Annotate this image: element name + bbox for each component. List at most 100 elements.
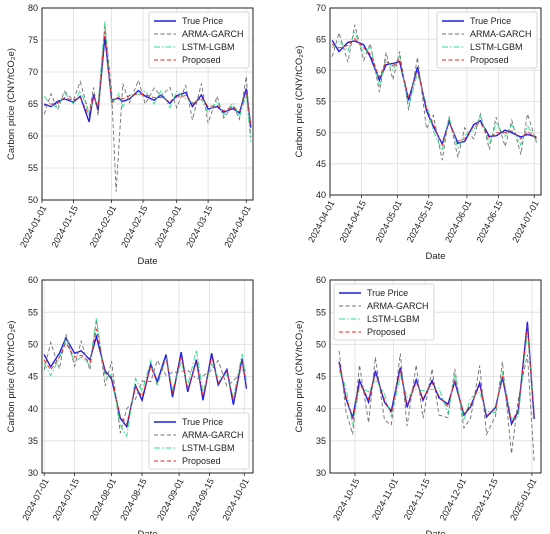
y-tick-label: 40 (28, 404, 38, 414)
legend-label: LSTM-LGBM (367, 314, 420, 324)
series-line-arma-garch (331, 24, 537, 161)
y-tick-label: 60 (28, 275, 38, 285)
series-line-proposed (331, 37, 537, 147)
x-tick-label: 2024-08-15 (118, 477, 148, 522)
x-axis-label: Date (137, 529, 157, 534)
legend-label: True Price (367, 288, 408, 298)
legend-label: Proposed (470, 55, 509, 65)
x-tick-label: 2025-01-01 (508, 477, 538, 522)
legend-box (148, 412, 250, 470)
x-tick-label: 2024-08-01 (88, 477, 118, 522)
y-tick-label: 65 (28, 99, 38, 109)
y-tick-label: 40 (316, 190, 326, 200)
series-line-proposed (338, 326, 535, 424)
x-tick-label: 2024-04-01 (222, 204, 252, 249)
y-tick-label: 30 (316, 468, 326, 478)
series-line-proposed (44, 31, 252, 124)
x-tick-label: 2024-09-15 (186, 477, 216, 522)
y-axis-label: Carbon price (CNY/tCO₂e) (6, 321, 17, 433)
legend: True Price ARMA-GARCH LSTM-LGBM Proposed (148, 11, 250, 69)
x-tick-label: 2024-07-15 (51, 477, 81, 522)
legend-label: True Price (470, 16, 511, 26)
y-tick-label: 55 (28, 163, 38, 173)
legend: True Price ARMA-GARCH LSTM-LGBM Proposed (333, 283, 435, 341)
series-line-lstm-lgbm (43, 21, 252, 142)
y-tick-label: 30 (28, 468, 38, 478)
x-tick-label: 2024-09-01 (155, 477, 185, 522)
legend-label: Proposed (182, 456, 221, 466)
x-tick-label: 2024-03-01 (153, 204, 183, 249)
x-tick-label: 2024-05-15 (405, 199, 435, 244)
x-tick-label: 2024-01-15 (50, 204, 80, 249)
series-line-arma-garch (338, 350, 535, 462)
x-axis-label: Date (137, 256, 157, 267)
y-tick-label: 70 (28, 67, 38, 77)
x-tick-label: 2024-04-15 (338, 199, 368, 244)
x-tick-label: 2024-12-15 (469, 477, 499, 522)
legend-label: Proposed (182, 55, 221, 65)
y-axis-label: Carbon price (CNY/tCO₂e) (294, 46, 305, 158)
y-tick-label: 65 (316, 34, 326, 44)
y-tick-label: 50 (316, 128, 326, 138)
x-tick-label: 2024-11-15 (402, 477, 432, 522)
legend-label: ARMA-GARCH (182, 29, 244, 39)
series-line-arma-garch (43, 24, 252, 192)
legend-label: True Price (182, 16, 223, 26)
y-tick-label: 60 (28, 131, 38, 141)
series-line-proposed (43, 328, 247, 426)
y-tick-label: 55 (28, 307, 38, 317)
legend: True Price ARMA-GARCH LSTM-LGBM Proposed (436, 11, 538, 69)
x-tick-label: 2024-07-01 (510, 199, 540, 244)
plot-frame (329, 7, 542, 196)
x-tick-label: 2024-10-01 (220, 477, 250, 522)
x-tick-label: 2024-06-15 (474, 199, 504, 244)
x-tick-label: 2024-03-15 (184, 204, 214, 249)
y-tick-label: 45 (28, 372, 38, 382)
y-tick-label: 60 (316, 66, 326, 76)
legend-label: LSTM-LGBM (182, 42, 235, 52)
plot-frame (41, 7, 254, 201)
series-line-lstm-lgbm (43, 317, 247, 438)
x-axis-label: Date (425, 529, 445, 534)
legend-label: LSTM-LGBM (182, 443, 235, 453)
legend-label: LSTM-LGBM (470, 42, 523, 52)
y-tick-label: 35 (28, 436, 38, 446)
legend-label: ARMA-GARCH (367, 301, 429, 311)
y-axis-label: Carbon price (CNY/tCO₂e) (6, 48, 17, 160)
legend-box (333, 283, 435, 341)
y-tick-label: 45 (316, 372, 326, 382)
legend-label: True Price (182, 417, 223, 427)
series-line-arma-garch (43, 319, 247, 434)
y-axis-label: Carbon price (CNY/tCO₂e) (294, 321, 305, 433)
x-tick-label: 2024-04-01 (306, 199, 336, 244)
series-line-lstm-lgbm (338, 331, 535, 427)
x-tick-label: 2024-12-01 (438, 477, 468, 522)
x-tick-label: 2024-10-15 (331, 477, 361, 522)
x-tick-label: 2024-01-01 (18, 204, 48, 249)
series-line-true-price (331, 40, 537, 146)
x-tick-label: 2024-07-01 (20, 477, 50, 522)
y-tick-label: 70 (316, 3, 326, 13)
y-tick-label: 50 (28, 340, 38, 350)
y-tick-label: 55 (316, 307, 326, 317)
y-tick-label: 50 (316, 340, 326, 350)
chart-panel-1: 50 55 60 65 70 75 80 2024-01-01 2024-01-15 2024-0… (6, 3, 254, 267)
series-line-lstm-lgbm (331, 31, 537, 153)
y-tick-label: 40 (316, 404, 326, 414)
legend-label: Proposed (367, 327, 406, 337)
y-tick-label: 60 (316, 275, 326, 285)
legend-label: ARMA-GARCH (470, 29, 532, 39)
y-tick-label: 50 (28, 195, 38, 205)
y-tick-label: 35 (316, 436, 326, 446)
legend-box (148, 11, 250, 69)
x-tick-label: 2024-06-01 (443, 199, 473, 244)
legend: True Price ARMA-GARCH LSTM-LGBM Proposed (148, 412, 250, 470)
legend-label: ARMA-GARCH (182, 430, 244, 440)
y-tick-label: 80 (28, 3, 38, 13)
x-tick-label: 2024-02-01 (88, 204, 118, 249)
x-tick-label: 2024-02-15 (119, 204, 149, 249)
